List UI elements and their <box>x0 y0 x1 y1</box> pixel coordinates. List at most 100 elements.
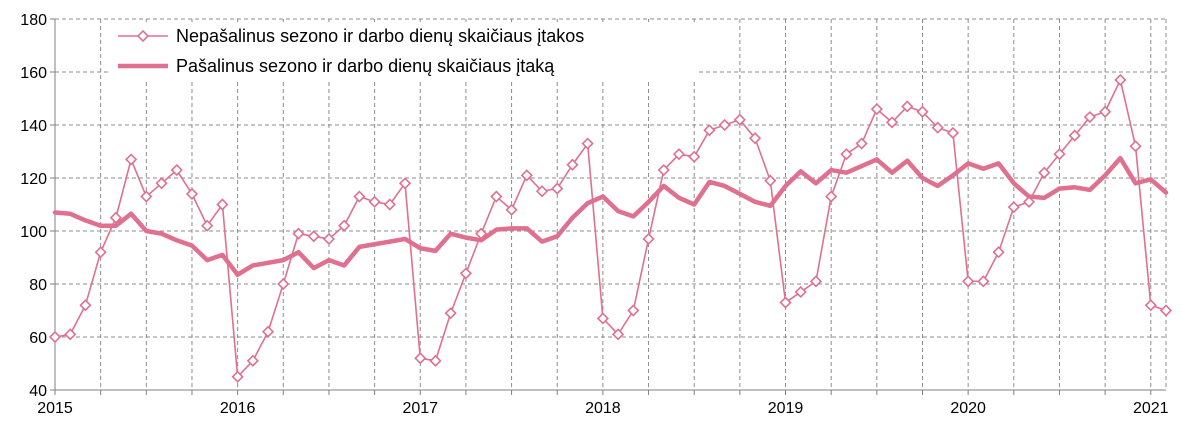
legend: Nepašalinus sezono ir darbo dienų skaiči… <box>108 22 696 82</box>
series-1-point <box>109 211 122 224</box>
series-1-point <box>809 275 823 288</box>
x-tick-label: 2018 <box>585 400 621 417</box>
x-tick-label: 2020 <box>950 400 986 417</box>
series-1-point <box>962 275 975 288</box>
series-1-point <box>307 230 320 243</box>
series-1-point <box>916 105 929 118</box>
series-1-point <box>1022 195 1036 208</box>
series-1-point <box>825 190 838 203</box>
y-tick-label: 180 <box>20 12 47 29</box>
series-1-point <box>885 116 899 129</box>
series-1-point <box>322 232 336 246</box>
series-1-point <box>1068 129 1081 142</box>
series-1-point <box>596 312 609 325</box>
series-1-point <box>581 137 594 150</box>
series-1-point <box>94 246 107 259</box>
legend-marker-series-1 <box>136 29 150 43</box>
series-1-point <box>551 182 564 195</box>
series-1-point <box>718 118 731 132</box>
series-1-point <box>627 304 640 317</box>
series-2-line <box>52 155 1169 277</box>
series-1-point <box>1099 105 1112 118</box>
series-1-point <box>764 174 777 187</box>
series-1-point <box>1144 299 1157 312</box>
series-1-point <box>520 169 533 182</box>
y-tick-label: 80 <box>29 277 47 294</box>
series-1-point <box>1038 166 1051 179</box>
series-1-point <box>672 148 686 161</box>
series-1-point <box>459 267 472 280</box>
legend-label-series-1: Nepašalinus sezono ir darbo dienų skaiči… <box>176 26 584 46</box>
series-1-point <box>1159 304 1173 317</box>
y-tick-label: 120 <box>20 171 47 188</box>
y-axis-tick-labels: 40 60 80 100 120 140 160 180 <box>20 12 47 400</box>
series-1-point <box>48 330 62 344</box>
series-1-point <box>292 227 305 240</box>
series-1-point <box>353 190 366 203</box>
series-1-point <box>535 185 549 198</box>
series-1-point <box>216 198 229 211</box>
series-1-point <box>505 203 518 216</box>
series-1-point <box>338 219 351 232</box>
series-1-point <box>977 275 990 288</box>
series-1-point <box>901 100 914 113</box>
y-tick-label: 100 <box>20 224 47 241</box>
series-1-point <box>398 177 412 190</box>
series-1-point <box>414 352 427 365</box>
series-1-point <box>992 246 1005 259</box>
series-1-point <box>185 187 199 200</box>
series-1-point <box>612 328 625 341</box>
series-1-point <box>429 354 442 367</box>
series-1-point <box>1083 110 1096 124</box>
series-1-point <box>657 163 670 177</box>
series-1-point <box>246 354 259 367</box>
series-1-point <box>749 132 762 145</box>
x-tick-label: 2017 <box>402 400 438 417</box>
series-1-point <box>1007 201 1020 214</box>
series-1-point <box>277 277 290 291</box>
series-1-point <box>931 121 944 134</box>
series-1-point <box>79 299 92 312</box>
series-1-point <box>1129 140 1142 153</box>
series-1-point <box>703 124 716 137</box>
y-tick-label: 140 <box>20 118 47 135</box>
series-1-point <box>140 190 153 203</box>
series-group <box>48 73 1173 383</box>
series-1-point <box>779 296 792 309</box>
series-1-point <box>231 370 244 383</box>
series-1-point <box>794 285 807 299</box>
series-1-point <box>383 198 396 211</box>
x-tick-label: 2019 <box>768 400 804 417</box>
axes <box>50 18 1166 395</box>
x-tick-label: 2016 <box>220 400 256 417</box>
series-1-point <box>855 137 868 150</box>
series-1-point <box>1053 148 1066 161</box>
series-1-point <box>733 113 746 126</box>
x-tick-label: 2015 <box>37 400 73 417</box>
legend-background <box>108 22 696 82</box>
series-1-point <box>155 177 168 190</box>
series-1-point <box>125 153 138 166</box>
series-1-point <box>261 325 275 338</box>
series-1-point <box>870 103 883 116</box>
series-1-point <box>566 158 579 171</box>
series-1-point <box>201 219 214 232</box>
legend-label-series-2: Pašalinus sezono ir darbo dienų skaičiau… <box>176 56 555 76</box>
series-1-point <box>1114 73 1127 87</box>
series-1-point <box>688 150 701 163</box>
x-axis-tick-labels: 2015 2016 2017 2018 2019 2020 2021 <box>37 400 1168 417</box>
y-tick-label: 60 <box>29 330 47 347</box>
series-1-point <box>64 328 77 341</box>
series-1-line <box>54 79 1167 378</box>
x-tick-label: 2021 <box>1133 400 1169 417</box>
series-1-point <box>840 148 853 161</box>
y-tick-label: 160 <box>20 65 47 82</box>
series-1-point <box>490 190 503 203</box>
series-1-point <box>946 126 960 140</box>
series-1-point <box>170 163 183 177</box>
y-tick-label: 40 <box>29 383 47 400</box>
series-1-point <box>642 232 655 246</box>
series-1-point <box>444 307 457 320</box>
series-1-point <box>368 195 381 208</box>
